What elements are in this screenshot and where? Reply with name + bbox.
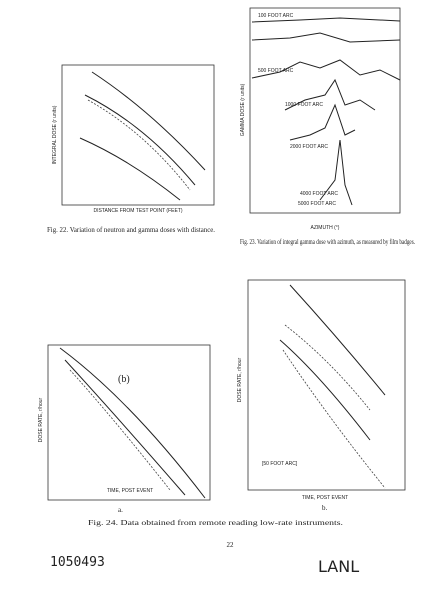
mark: (b): [118, 374, 130, 385]
curve: [251, 17, 401, 23]
curve-label: 5000 FOOT ARC: [298, 201, 336, 207]
page-number: 22: [227, 541, 235, 549]
curve: [84, 94, 196, 186]
note: [50 FOOT ARC]: [262, 461, 298, 467]
curve-label: 100 FOOT ARC: [258, 13, 294, 19]
curve: [91, 71, 206, 171]
curve: [251, 59, 401, 81]
figure-frame: [247, 279, 406, 491]
x-axis-label: TIME, POST EVENT: [107, 488, 153, 494]
caption: Fig. 24. Data obtained from remote readi…: [88, 519, 343, 527]
curve: [282, 349, 386, 489]
panel-label: b.: [322, 504, 328, 512]
stamp: LANL: [318, 557, 359, 576]
curve: [319, 139, 353, 206]
y-axis-label: DOSE RATE, r/hour: [237, 357, 243, 402]
figure-frame: [249, 7, 401, 214]
curve: [79, 137, 181, 201]
curve-label: 2000 FOOT ARC: [290, 144, 328, 150]
x-axis-label: DISTANCE FROM TEST POINT (FEET): [93, 208, 182, 214]
curve: [64, 359, 186, 496]
curve: [69, 369, 171, 491]
curve: [284, 324, 371, 411]
figure-frame: [61, 64, 215, 206]
curve: [289, 103, 356, 141]
figure-frame: [47, 344, 211, 501]
caption: Fig. 23. Variation of integral gamma dos…: [240, 238, 415, 246]
document-id: 1050493: [50, 555, 105, 570]
curve: [87, 99, 191, 191]
y-axis-label: DOSE RATE, r/hour: [38, 397, 44, 442]
y-axis-label: INTEGRAL DOSE (r units): [52, 105, 58, 164]
curve-label: 4000 FOOT ARC: [300, 191, 338, 197]
curve: [59, 347, 206, 499]
curve: [284, 78, 376, 111]
curve-labels: 100 FOOT ARC 500 FOOT ARC 1000 FOOT ARC …: [258, 13, 338, 207]
curve: [279, 339, 371, 441]
panel-label: a.: [118, 506, 123, 514]
y-axis-label: GAMMA DOSE (r units): [240, 83, 246, 136]
x-axis-label: TIME, POST EVENT: [302, 495, 348, 501]
caption: Fig. 22. Variation of neutron and gamma …: [47, 226, 215, 234]
x-axis-label: AZIMUTH (°): [311, 225, 340, 231]
curve-label: 1000 FOOT ARC: [285, 102, 323, 108]
curve-label: 500 FOOT ARC: [258, 68, 294, 74]
curve: [251, 32, 401, 43]
curve: [289, 284, 386, 396]
